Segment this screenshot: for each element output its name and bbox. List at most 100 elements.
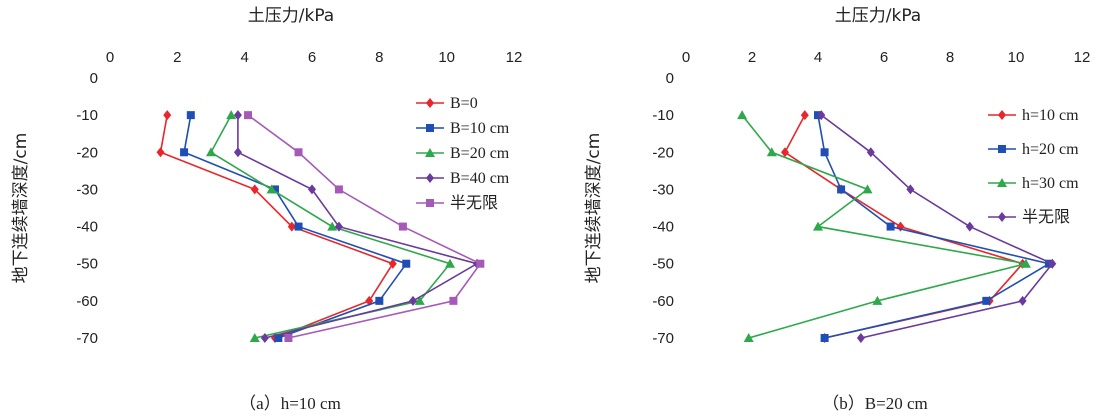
data-point: [334, 221, 343, 232]
y-axis-title: 地下连续墙深度/cm: [11, 133, 31, 284]
data-point: [308, 184, 316, 195]
series-line: [237, 115, 480, 339]
data-point: [445, 258, 456, 268]
legend-marker: [426, 98, 434, 108]
data-point: [244, 111, 253, 120]
series-line: [159, 114, 395, 339]
data-point: [906, 184, 915, 195]
data-point: [186, 111, 195, 120]
data-point: [414, 295, 425, 305]
y-tick-label: 0: [666, 70, 674, 87]
legend-label: h=20 cm: [1022, 141, 1079, 158]
x-tick-label: 0: [682, 49, 690, 66]
y-tick-label: -20: [76, 144, 98, 161]
x-tick-label: 4: [240, 49, 248, 66]
y-tick-label: -10: [76, 107, 98, 124]
data-point: [270, 185, 279, 194]
data-point: [1020, 258, 1031, 268]
x-tick-label: 2: [173, 49, 181, 66]
data-point: [800, 110, 809, 121]
data-point: [163, 110, 172, 121]
x-tick-label: 12: [506, 49, 523, 66]
data-point: [249, 333, 260, 342]
data-point: [156, 147, 165, 158]
y-axis-title: 地下连续墙深度/cm: [584, 133, 604, 284]
x-tick-label: 10: [438, 49, 455, 66]
data-point: [250, 184, 259, 195]
legend-marker: [998, 110, 1006, 120]
legend: h=10 cm h=20 cm h=30 cm 半无限: [988, 107, 1079, 226]
data-point: [284, 334, 293, 342]
x-tick-label: 0: [106, 49, 114, 66]
data-point: [886, 222, 895, 231]
series-lines: [156, 110, 485, 343]
legend-label: 半无限: [1022, 208, 1070, 226]
data-point: [872, 295, 883, 305]
data-point: [837, 185, 846, 194]
y-tick-label: -30: [652, 181, 674, 198]
data-point: [1048, 258, 1057, 269]
data-point: [226, 110, 237, 120]
y-tick-label: -70: [652, 330, 674, 347]
data-point: [294, 148, 303, 157]
data-point: [820, 334, 829, 342]
data-point: [781, 147, 789, 158]
legend-label: B=10 cm: [450, 120, 510, 137]
x-tick-label: 4: [814, 49, 822, 66]
data-point: [866, 147, 875, 158]
tick-labels: 0 2 4 6 8 10 12 0 -10 -20 -30 -40 -50 -60 -70: [76, 49, 522, 347]
data-point: [817, 110, 826, 121]
data-point: [287, 221, 296, 232]
series-line: [247, 114, 482, 339]
data-point: [743, 333, 754, 342]
data-point: [965, 221, 974, 232]
data-point: [206, 147, 216, 157]
legend-label: 半无限: [450, 194, 498, 212]
data-point: [266, 184, 277, 194]
panel-b: 土压力/kPa 地下连续墙深度/cm （b）B=20 cm 0 2 4 6 8 10 120…: [584, 6, 1090, 413]
data-point: [375, 296, 384, 305]
data-point: [398, 222, 407, 231]
y-tick-label: -70: [76, 330, 98, 347]
x-axis-title: 土压力/kPa: [248, 6, 334, 26]
data-point: [737, 110, 748, 120]
y-tick-label: -60: [76, 293, 98, 310]
legend-marker: [426, 173, 434, 183]
legend-marker: [998, 145, 1006, 153]
data-point: [402, 259, 411, 268]
data-point: [294, 222, 303, 231]
data-point: [476, 259, 485, 268]
legend-marker: [425, 148, 435, 157]
x-tick-label: 8: [375, 49, 383, 66]
y-tick-label: -50: [652, 256, 674, 273]
data-point: [388, 258, 397, 269]
legend: B=0 B=10 cm B=20 cm B=40 cm 半无限: [416, 95, 510, 212]
panel-a: 土压力/kPa 地下连续墙深度/cm （a）h=10 cm 0 2 4 6 8 10 12 0…: [11, 6, 522, 413]
legend-label: B=0: [450, 95, 478, 112]
data-point: [982, 296, 991, 305]
y-tick-label: 0: [90, 70, 98, 87]
data-point: [334, 185, 343, 194]
legend-label: h=10 cm: [1022, 107, 1079, 124]
y-tick-label: -40: [652, 219, 674, 236]
y-tick-label: -20: [652, 144, 674, 161]
data-point: [233, 147, 242, 158]
data-point: [260, 333, 269, 343]
data-point: [820, 148, 829, 157]
data-point: [766, 147, 777, 157]
data-point: [856, 333, 865, 343]
x-tick-label: 6: [880, 49, 888, 66]
y-tick-label: -10: [652, 107, 674, 124]
tick-labels: 0 2 4 6 8 10 12 0 -10 -20 -30 -40 -50 -60 -70: [652, 49, 1090, 347]
panel-caption: （b）B=20 cm: [822, 394, 927, 413]
legend-label: h=30 cm: [1022, 175, 1079, 192]
data-point: [862, 184, 873, 194]
x-tick-label: 12: [1074, 49, 1091, 66]
data-point: [180, 148, 189, 157]
panel-caption: （a）h=10 cm: [239, 394, 341, 413]
data-point: [409, 295, 417, 306]
data-point: [274, 334, 283, 342]
x-tick-label: 6: [308, 49, 316, 66]
legend-marker: [426, 199, 434, 207]
